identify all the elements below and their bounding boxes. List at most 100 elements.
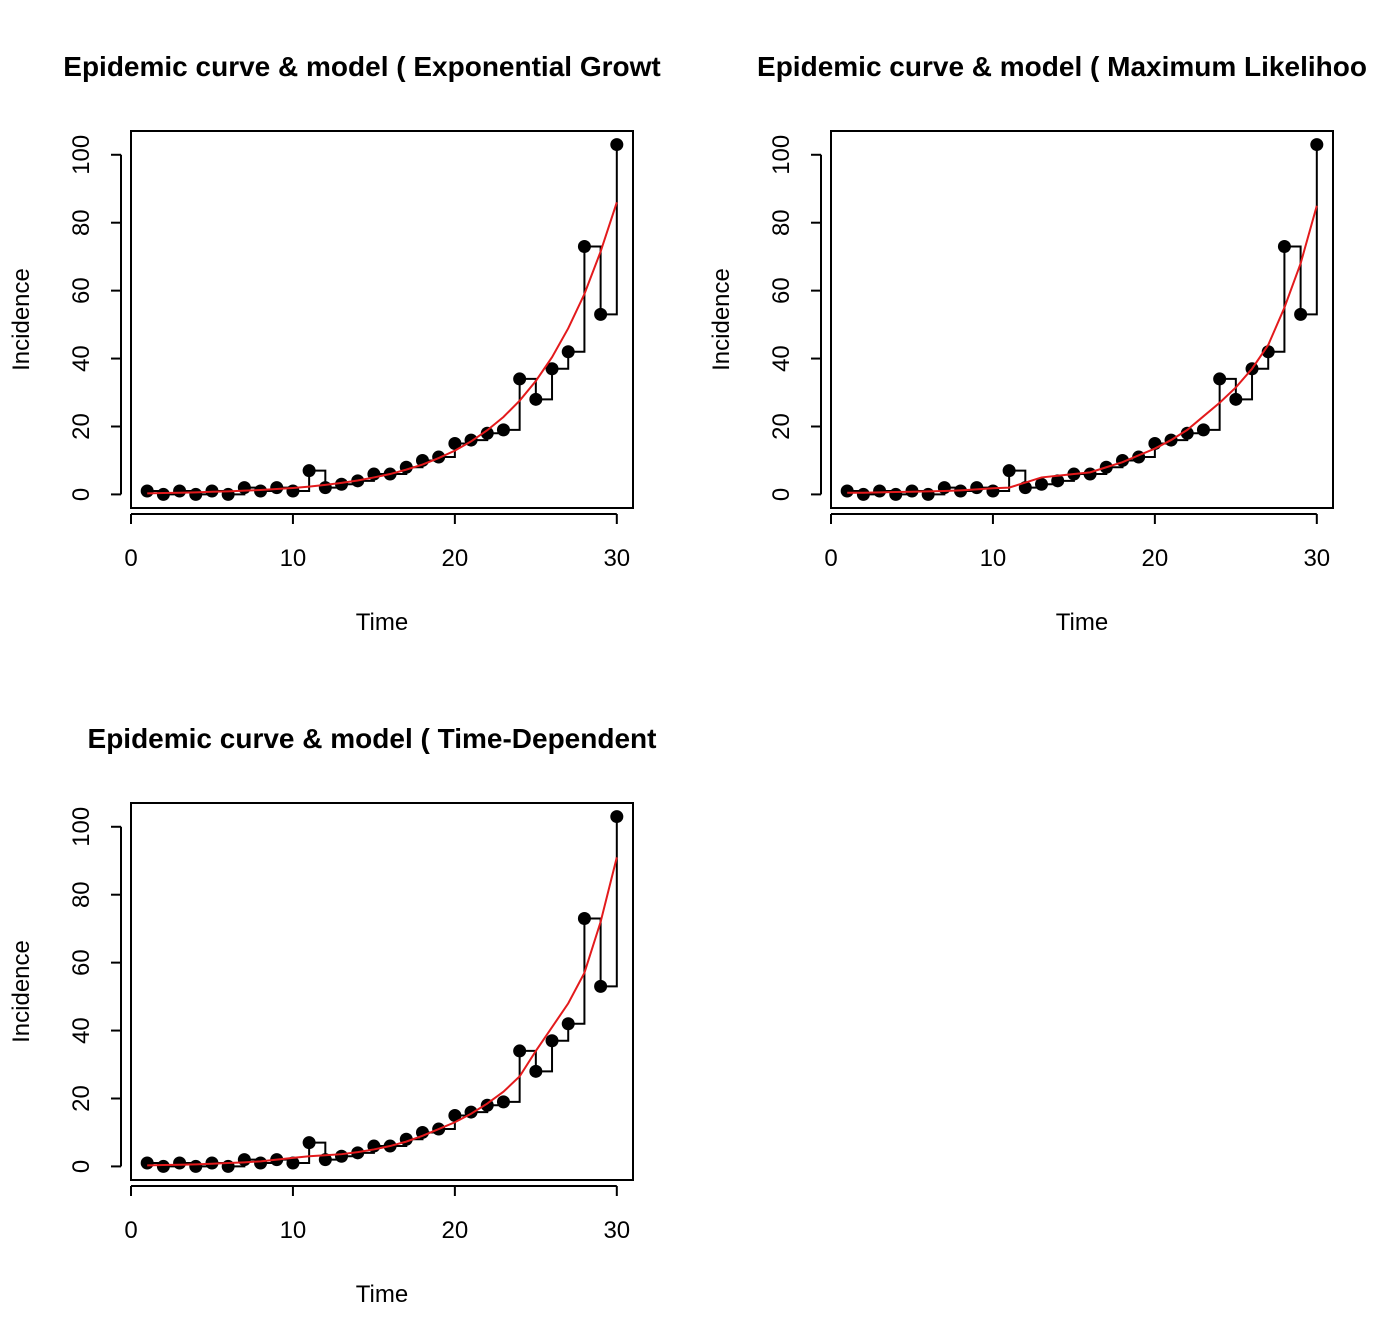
x-tick-label: 10	[280, 545, 307, 572]
y-tick-label: 0	[68, 1160, 95, 1173]
observed-point	[610, 810, 624, 824]
observed-point	[1051, 474, 1065, 488]
y-tick-label: 80	[68, 209, 95, 236]
y-tick-label: 100	[68, 135, 95, 175]
observed-point	[140, 1156, 154, 1170]
observed-point	[1180, 426, 1194, 440]
model-curve	[847, 205, 1318, 494]
observed-point	[480, 426, 494, 440]
observed-point	[937, 481, 951, 495]
plot-frame	[830, 130, 1334, 509]
plot-frame	[130, 130, 634, 509]
y-axis-label: Incidence	[8, 940, 35, 1043]
observed-point	[318, 481, 332, 495]
observed-point	[1294, 307, 1308, 321]
observed-point	[237, 1153, 251, 1167]
chart-panel-3: Epidemic curve & model ( Time-Dependent 0…	[8, 723, 656, 1308]
observed-point	[237, 481, 251, 495]
y-tick-label: 40	[68, 1017, 95, 1044]
model-curve	[147, 202, 618, 495]
observed-point	[270, 481, 284, 495]
observed-point	[577, 239, 591, 253]
observed-point	[286, 1156, 300, 1170]
observed-point	[448, 436, 462, 450]
observed-point	[156, 1159, 170, 1173]
observed-step-line	[847, 144, 1318, 496]
observed-point	[302, 464, 316, 478]
observed-point	[545, 1034, 559, 1048]
observed-point	[221, 487, 235, 501]
y-tick-label: 20	[768, 413, 795, 440]
observed-point	[302, 1136, 316, 1150]
observed-point	[335, 477, 349, 491]
y-tick-label: 100	[68, 807, 95, 847]
observed-point	[513, 1044, 527, 1058]
y-tick-label: 40	[768, 345, 795, 372]
y-tick-label: 0	[68, 488, 95, 501]
x-tick-label: 20	[442, 1217, 469, 1244]
observed-point	[921, 487, 935, 501]
observed-step-line	[147, 144, 618, 496]
x-axis-label: Time	[356, 1281, 408, 1308]
observed-point	[415, 1125, 429, 1139]
observed-point	[529, 392, 543, 406]
y-tick-label: 60	[68, 949, 95, 976]
observed-point	[189, 1159, 203, 1173]
observed-point	[1213, 372, 1227, 386]
observed-point	[1002, 464, 1016, 478]
y-tick-label: 80	[68, 881, 95, 908]
observed-point	[513, 372, 527, 386]
observed-point	[254, 484, 268, 498]
x-tick-label: 30	[1303, 545, 1330, 572]
x-tick-label: 10	[280, 1217, 307, 1244]
x-tick-label: 30	[603, 545, 630, 572]
observed-point	[970, 481, 984, 495]
observed-point	[254, 1156, 268, 1170]
observed-point	[594, 307, 608, 321]
chart-panel-2: Epidemic curve & model ( Maximum Likelih…	[708, 51, 1367, 636]
y-tick-label: 60	[68, 277, 95, 304]
observed-point	[1229, 392, 1243, 406]
observed-point	[561, 1017, 575, 1031]
chart-panel-1: Epidemic curve & model ( Exponential Gro…	[8, 51, 661, 636]
observed-point	[986, 484, 1000, 498]
y-tick-label: 40	[68, 345, 95, 372]
x-axis-label: Time	[356, 609, 408, 636]
y-axis-label: Incidence	[708, 268, 735, 371]
x-tick-label: 30	[603, 1217, 630, 1244]
observed-point	[545, 362, 559, 376]
observed-point	[889, 487, 903, 501]
observed-point	[1277, 239, 1291, 253]
model-curve	[147, 857, 618, 1167]
observed-point	[173, 1156, 187, 1170]
observed-point	[840, 484, 854, 498]
chart-title: Epidemic curve & model ( Maximum Likelih…	[757, 51, 1367, 82]
x-tick-label: 0	[824, 545, 837, 572]
chart-title: Epidemic curve & model ( Exponential Gro…	[63, 51, 660, 82]
x-tick-label: 0	[124, 545, 137, 572]
observed-point	[1083, 467, 1097, 481]
x-axis-label: Time	[1056, 609, 1108, 636]
plot-frame	[130, 802, 634, 1181]
observed-point	[529, 1064, 543, 1078]
observed-point	[561, 345, 575, 359]
observed-point	[189, 487, 203, 501]
y-tick-label: 20	[68, 1085, 95, 1112]
observed-point	[140, 484, 154, 498]
y-axis-label: Incidence	[8, 268, 35, 371]
observed-step-line	[147, 816, 618, 1168]
observed-point	[286, 484, 300, 498]
observed-point	[1196, 423, 1210, 437]
observed-point	[577, 911, 591, 925]
observed-point	[496, 423, 510, 437]
observed-point	[173, 484, 187, 498]
observed-point	[856, 487, 870, 501]
y-tick-label: 0	[768, 488, 795, 501]
observed-point	[156, 487, 170, 501]
x-tick-label: 20	[442, 545, 469, 572]
observed-point	[448, 1108, 462, 1122]
observed-point	[1035, 477, 1049, 491]
observed-point	[873, 484, 887, 498]
x-tick-label: 20	[1142, 545, 1169, 572]
